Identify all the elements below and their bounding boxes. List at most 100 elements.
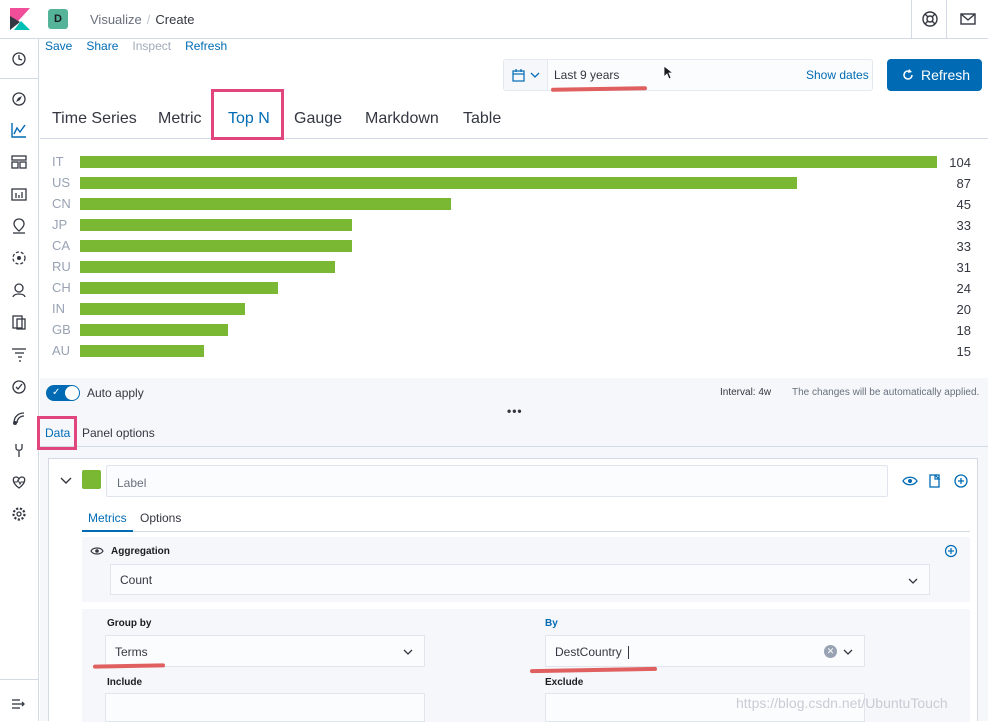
save-menu-item[interactable]: Save — [45, 39, 73, 53]
group-by-value: Terms — [115, 645, 148, 659]
date-range-text[interactable]: Last 9 years — [554, 68, 620, 82]
infra-icon[interactable] — [11, 282, 27, 298]
chevron-down-icon[interactable] — [59, 473, 73, 487]
annotation-highlight-box — [37, 416, 77, 450]
bar[interactable] — [80, 198, 451, 210]
breadcrumb-visualize[interactable]: Visualize — [90, 12, 142, 27]
clear-icon[interactable]: ✕ — [824, 645, 837, 658]
mouse-cursor-icon — [664, 66, 674, 80]
bar[interactable] — [80, 345, 204, 357]
tab-time-series[interactable]: Time Series — [52, 110, 137, 127]
discover-compass-icon[interactable] — [11, 91, 27, 107]
clock-icon[interactable] — [11, 51, 27, 67]
group-by-select[interactable]: Terms — [105, 635, 425, 667]
logs-icon[interactable] — [11, 314, 27, 330]
annotation-highlight-box — [211, 89, 284, 140]
nav-divider — [0, 78, 38, 79]
by-field-select[interactable]: DestCountry ✕ — [545, 635, 865, 667]
exclude-input[interactable] — [545, 693, 865, 722]
ml-icon[interactable] — [11, 250, 27, 266]
breadcrumb-create: Create — [155, 12, 195, 27]
chevron-down-icon — [530, 72, 540, 78]
bar[interactable] — [80, 156, 937, 168]
side-nav — [0, 39, 39, 721]
resize-handle[interactable]: ••• — [507, 404, 523, 418]
add-metric-icon[interactable] — [944, 544, 958, 558]
group-by-row: Group by By Terms DestCountry ✕ Include … — [82, 609, 970, 722]
share-menu-item[interactable]: Share — [86, 39, 119, 53]
bar-value-label: 104 — [949, 155, 971, 170]
bar-label: US — [52, 175, 71, 190]
include-label: Include — [107, 677, 143, 688]
dashboard-icon[interactable] — [11, 154, 27, 170]
apm-icon[interactable] — [11, 346, 27, 362]
calendar-icon — [512, 69, 525, 82]
siem-icon[interactable] — [11, 410, 27, 426]
inspect-menu-item[interactable]: Inspect — [132, 39, 172, 53]
refresh-button[interactable]: Refresh — [887, 59, 982, 91]
show-dates-link[interactable]: Show dates — [806, 68, 869, 82]
aggregation-select[interactable]: Count — [110, 564, 930, 595]
tab-metric[interactable]: Metric — [158, 110, 202, 127]
bar[interactable] — [80, 177, 797, 189]
gear-icon[interactable] — [11, 506, 27, 522]
bar[interactable] — [80, 303, 245, 315]
chevron-down-icon — [843, 649, 853, 655]
bar[interactable] — [80, 240, 352, 252]
help-icon[interactable] — [921, 10, 939, 28]
visualize-chart-icon[interactable] — [11, 122, 27, 138]
bar-value-label: 33 — [956, 218, 971, 233]
bar-label: CA — [52, 238, 71, 253]
tab-panel-options[interactable]: Panel options — [82, 426, 155, 440]
refresh-icon — [903, 69, 913, 80]
refresh-button-label: Refresh — [921, 67, 971, 83]
watermark-text: https://blog.csdn.net/UbuntuTouch — [736, 695, 948, 711]
uptime-icon[interactable] — [11, 378, 27, 394]
maps-icon[interactable] — [11, 218, 27, 234]
collapse-nav-icon[interactable] — [11, 696, 27, 712]
tab-data[interactable]: Data — [45, 426, 71, 440]
eye-icon[interactable] — [90, 544, 104, 558]
canvas-icon[interactable] — [11, 186, 27, 202]
tab-markdown[interactable]: Markdown — [365, 110, 439, 127]
quick-select-button[interactable] — [504, 60, 548, 90]
bar[interactable] — [80, 324, 228, 336]
chevron-down-icon — [908, 578, 918, 584]
dev-tools-icon[interactable] — [11, 442, 27, 458]
space-avatar[interactable]: D — [48, 9, 68, 29]
aggregation-value: Count — [120, 573, 153, 587]
check-icon: ✓ — [52, 387, 61, 398]
active-tab-indicator — [82, 530, 133, 532]
kibana-logo-icon[interactable] — [10, 8, 30, 30]
mail-icon[interactable] — [959, 10, 977, 28]
group-by-label: Group by — [107, 618, 152, 629]
refresh-menu-item[interactable]: Refresh — [185, 39, 228, 53]
bar-value-label: 18 — [956, 323, 971, 338]
series-color-swatch[interactable] — [82, 470, 101, 489]
tab-metrics[interactable]: Metrics — [88, 511, 127, 525]
bar-value-label: 45 — [956, 197, 971, 212]
breadcrumb-separator: / — [146, 12, 151, 27]
auto-apply-switch[interactable]: ✓ — [46, 385, 80, 401]
bar[interactable] — [80, 282, 278, 294]
header-divider — [946, 0, 947, 39]
copy-icon[interactable] — [927, 473, 943, 489]
interval-text: Interval: 4w — [720, 387, 772, 398]
bar[interactable] — [80, 261, 335, 273]
bar-label: IT — [52, 154, 64, 169]
top-nav-menu: Save Share Inspect Refresh — [45, 39, 241, 53]
monitoring-heart-icon[interactable] — [11, 474, 27, 490]
bar-value-label: 31 — [956, 260, 971, 275]
tab-gauge[interactable]: Gauge — [294, 110, 343, 127]
tab-options[interactable]: Options — [140, 511, 182, 525]
tab-table[interactable]: Table — [463, 110, 502, 127]
bar[interactable] — [80, 219, 352, 231]
tab-top-n[interactable]: Top N — [228, 110, 270, 127]
include-input[interactable] — [105, 693, 425, 722]
series-subtabs: Metrics Options — [82, 507, 970, 532]
series-label-input[interactable]: Label — [106, 465, 888, 497]
eye-icon[interactable] — [902, 473, 918, 489]
add-series-icon[interactable] — [953, 473, 969, 489]
bar-value-label: 87 — [956, 176, 971, 191]
bar-label: CH — [52, 280, 71, 295]
